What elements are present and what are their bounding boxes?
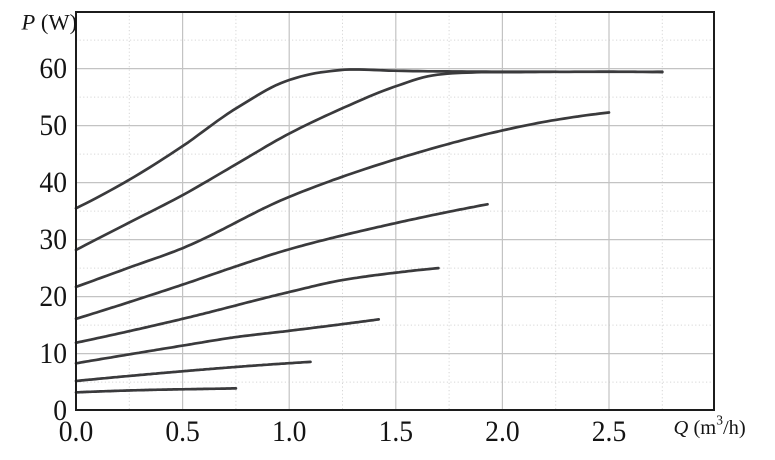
svg-text:Q (m3/h): Q (m3/h) xyxy=(674,413,746,439)
svg-text:1.5: 1.5 xyxy=(379,415,413,448)
svg-text:2.5: 2.5 xyxy=(592,415,626,448)
svg-text:0: 0 xyxy=(53,394,67,427)
svg-text:40: 40 xyxy=(39,166,67,199)
svg-text:20: 20 xyxy=(39,280,67,313)
svg-text:30: 30 xyxy=(39,223,67,256)
svg-text:0.0: 0.0 xyxy=(59,415,93,448)
svg-text:50: 50 xyxy=(39,109,67,142)
svg-text:0.5: 0.5 xyxy=(165,415,199,448)
svg-text:10: 10 xyxy=(39,337,67,370)
svg-text:2.0: 2.0 xyxy=(485,415,519,448)
svg-text:P (W): P (W) xyxy=(21,10,78,35)
svg-text:60: 60 xyxy=(39,52,67,85)
svg-text:1.0: 1.0 xyxy=(272,415,306,448)
